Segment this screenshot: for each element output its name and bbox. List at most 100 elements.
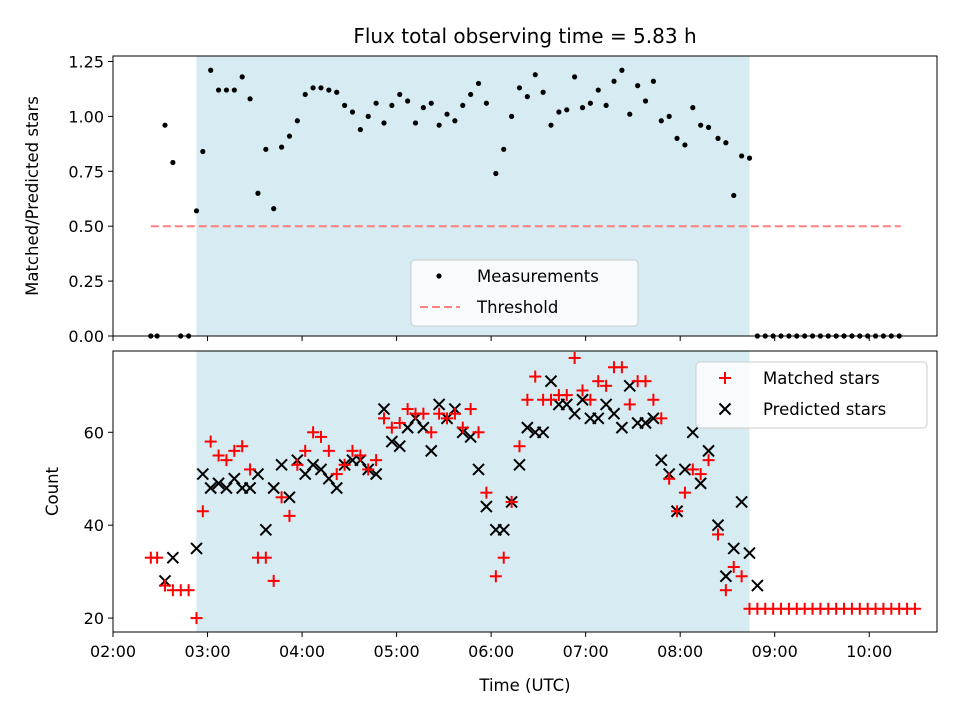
predicted-star-marker (480, 500, 493, 513)
bottom-y-tick-label: 60 (84, 423, 104, 442)
measurement-point (326, 87, 332, 93)
bottom-panel: 20 40 60 02:00 03:00 04:00 05:00 06:00 07:00 08:0… (43, 350, 938, 695)
matched-star-marker (425, 426, 438, 439)
matched-star-marker (151, 551, 164, 564)
measurement-point (215, 87, 222, 93)
measurement-point (509, 113, 515, 119)
matched-star-marker (505, 495, 518, 508)
predicted-star-marker (243, 481, 257, 495)
matched-star-marker (521, 393, 534, 406)
measurement-point (619, 67, 625, 73)
top-panel-frame (112, 55, 938, 337)
matched-star-marker (655, 412, 668, 425)
matched-star-marker (727, 560, 740, 573)
matched-star-marker (678, 486, 691, 499)
matched-star-marker (600, 379, 613, 392)
top-y-tick-label: 0.25 (68, 272, 104, 291)
matched-star-marker (190, 612, 203, 625)
matched-star-marker (182, 584, 195, 597)
measurement-point (556, 109, 562, 115)
matched-star-marker (592, 375, 605, 388)
predicted-star-marker (259, 523, 273, 537)
measurement-point (579, 105, 586, 111)
measurement-point (690, 105, 696, 111)
chart-title: Flux total observing time = 5.83 h (353, 24, 696, 48)
matched-star-marker (544, 393, 557, 406)
x-axis-label: Time (UTC) (478, 676, 570, 695)
measurement-point (501, 146, 507, 152)
measurement-point (389, 102, 395, 109)
matched-star-marker (322, 444, 335, 457)
legend-predicted-marker (718, 402, 732, 416)
predicted-star-marker (536, 426, 550, 439)
matched-star-marker (584, 393, 597, 406)
predicted-star-marker (432, 398, 446, 411)
matched-star-marker (441, 412, 454, 425)
predicted-star-marker (751, 579, 764, 592)
legend-threshold-label: Threshold (476, 298, 558, 317)
x-tick-label: 06:00 (468, 642, 514, 661)
measurement-point (208, 67, 214, 73)
measurement-point (705, 124, 712, 130)
bottom-observing-window-shade (196, 351, 750, 632)
matched-star-marker (196, 505, 209, 518)
measurement-point (278, 144, 285, 150)
predicted-star-marker (647, 412, 660, 425)
top-panel: 0.00 0.25 0.50 0.75 1.00 1.25 Matched/Predict… (23, 52, 938, 346)
top-y-tick-label: 0.00 (68, 327, 104, 346)
matched-star-marker (338, 458, 351, 471)
matched-star-marker (354, 449, 367, 462)
measurement-point (318, 85, 324, 91)
measurement-point (365, 113, 371, 119)
measurement-point (170, 159, 176, 166)
measurement-point (231, 87, 237, 93)
matched-star-marker (529, 370, 542, 383)
measurement-point (572, 74, 578, 80)
matched-star-marker (362, 463, 375, 476)
legend-matched-label: Matched stars (763, 369, 880, 388)
bottom-axis-ticks: 20 40 60 02:00 03:00 04:00 05:00 06:00 07:00 08:0… (84, 423, 893, 661)
matched-star-marker (647, 393, 660, 406)
matched-star-marker (299, 444, 312, 457)
legend-measurements-label: Measurements (477, 267, 599, 286)
matched-star-marker (401, 403, 414, 416)
measurement-point (674, 135, 680, 141)
measurement-point (532, 72, 538, 78)
measurement-point (294, 118, 300, 124)
measurement-point (739, 153, 745, 159)
measurement-points (148, 67, 902, 339)
predicted-star-marker (385, 435, 399, 448)
legend-matched-marker (719, 372, 731, 384)
predicted-star-marker (727, 542, 740, 555)
measurement-point (452, 118, 458, 124)
measurement-point (548, 122, 554, 128)
measurement-point (658, 118, 664, 124)
matched-stars-markers (144, 351, 921, 625)
measurement-point (412, 120, 419, 126)
measurement-point (698, 122, 704, 128)
measurement-point (255, 190, 261, 196)
measurement-point (493, 170, 499, 177)
top-y-axis-label: Matched/Predicted stars (23, 96, 42, 296)
measurement-point (302, 91, 308, 98)
measurement-point (468, 91, 474, 98)
predicted-star-marker (330, 481, 343, 495)
predicted-star-marker (425, 444, 438, 458)
matched-star-marker (576, 384, 589, 397)
matched-star-marker (385, 421, 398, 434)
measurement-point (715, 135, 721, 141)
predicted-star-marker (607, 407, 621, 420)
measurement-point (460, 102, 466, 109)
predicted-star-marker (678, 463, 692, 476)
matched-star-marker (393, 416, 406, 429)
matched-star-marker (212, 449, 225, 462)
x-tick-label: 02:00 (90, 642, 136, 661)
measurement-point (436, 122, 442, 128)
measurement-point (587, 100, 593, 106)
measurement-point (611, 78, 617, 84)
bottom-legend-box (695, 361, 928, 429)
matched-star-marker (244, 463, 257, 476)
x-tick-label: 05:00 (374, 642, 420, 661)
matched-star-marker (671, 505, 684, 518)
predicted-star-marker (743, 546, 756, 560)
